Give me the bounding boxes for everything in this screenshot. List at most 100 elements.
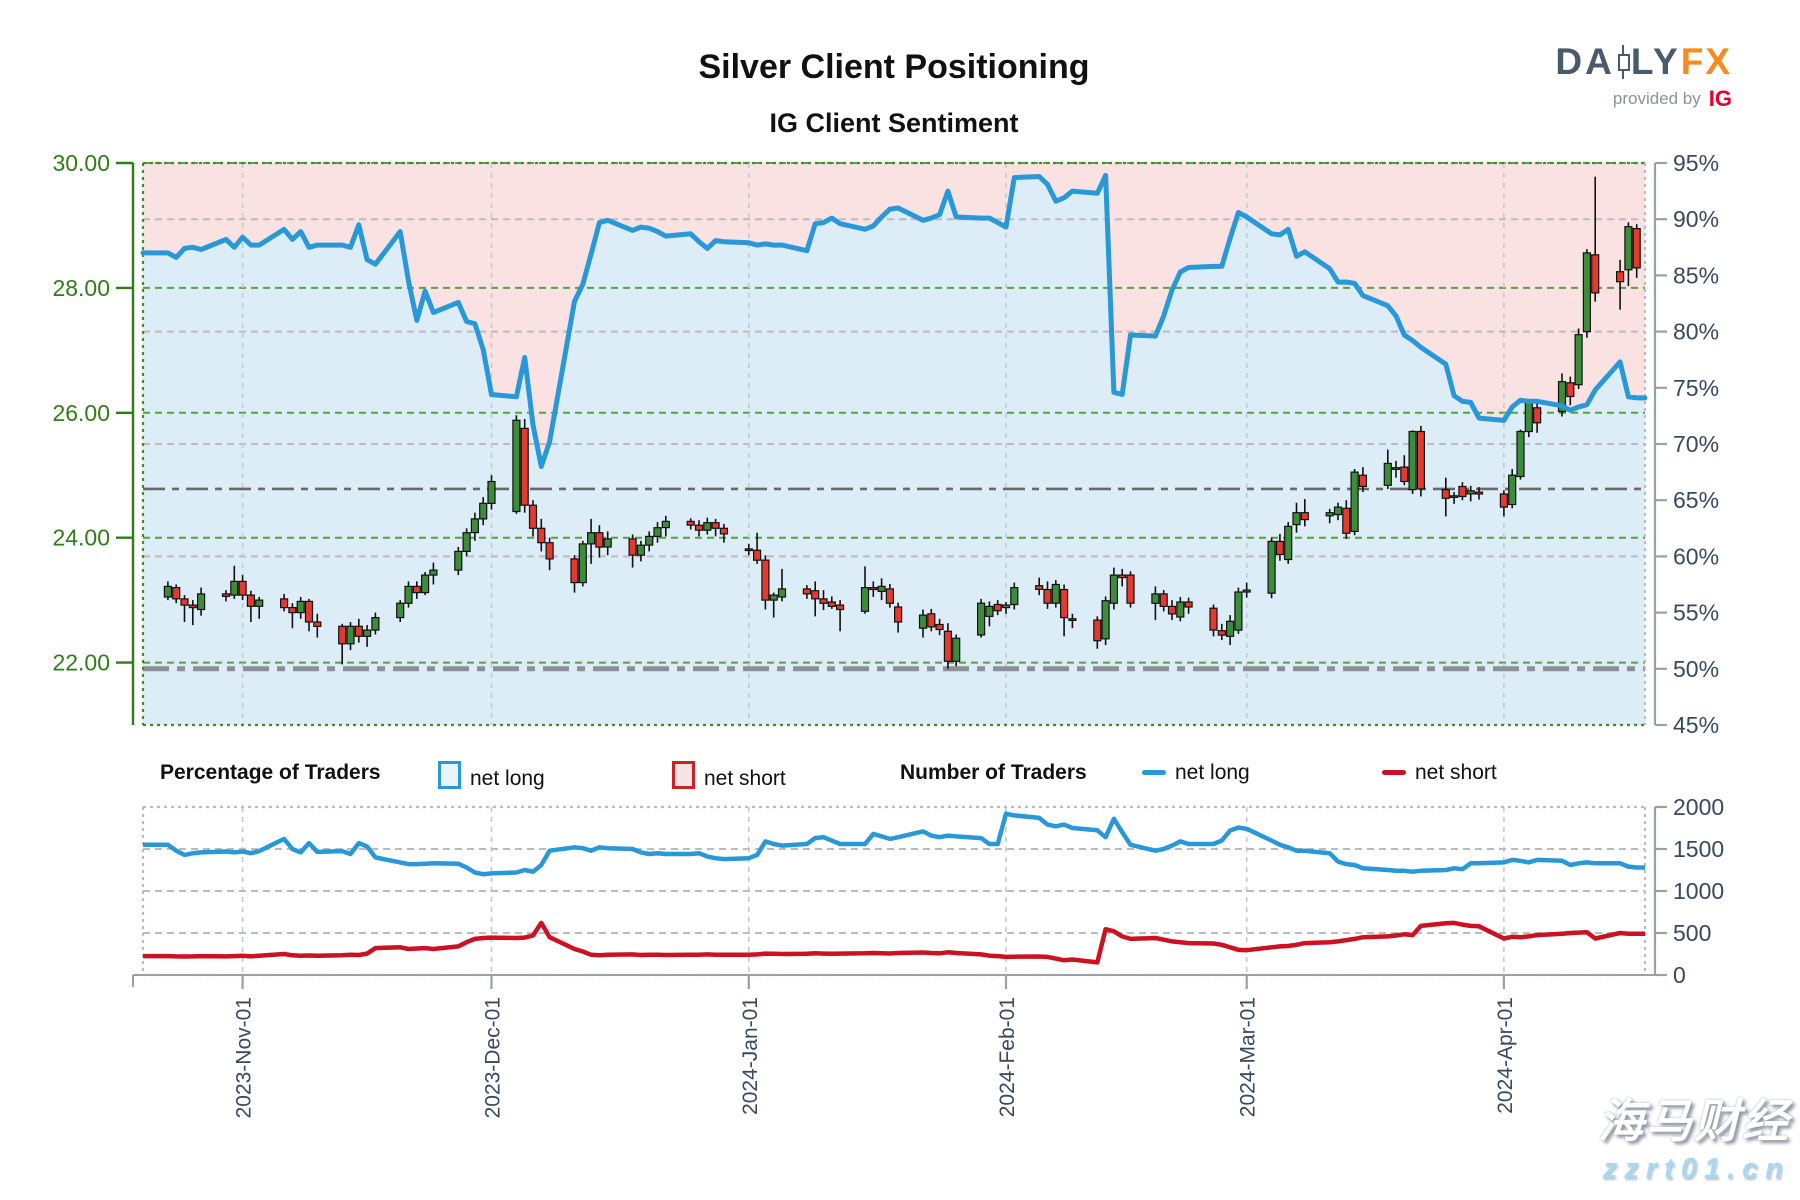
candle [1242,589,1251,593]
candle [645,535,654,546]
legend-num-title: Number of Traders [900,761,1087,784]
candle [1275,540,1285,556]
candle [952,637,961,662]
candle [802,588,812,595]
sentiment-area-short [143,163,1645,467]
candle [528,504,538,529]
candle [1358,474,1368,488]
candle [246,594,255,607]
candle [1466,490,1475,495]
candle [1632,228,1641,269]
legend-pct-title: Percentage of Traders [160,761,381,784]
candle [1342,507,1351,534]
candle [454,550,463,571]
candle [1151,593,1160,604]
candle [396,602,405,619]
candle [744,548,753,552]
logo-daily-text: DA LY [1555,41,1681,82]
candle [404,585,413,604]
svg-text:90%: 90% [1673,206,1719,232]
candle [603,538,612,548]
candle [570,558,579,584]
candle [1524,402,1533,433]
price-axis: 30.00 28.00 26.00 24.00 22.00 [52,150,135,725]
candle [520,427,529,506]
candle [1449,495,1459,498]
candle [338,625,347,645]
candle [255,599,264,607]
svg-text:1000: 1000 [1673,878,1724,904]
netlong-dash-icon [1142,770,1166,775]
candle [976,602,986,636]
candle [1350,471,1359,533]
candle [586,532,596,545]
candle [694,524,704,531]
legend-pct-netlong: net long [438,761,545,791]
svg-text:24.00: 24.00 [52,525,110,551]
legend-num-netshort: net short [1382,761,1497,785]
logo-fx-text: FX [1680,41,1732,82]
svg-text:26.00: 26.00 [52,400,110,426]
svg-text:0: 0 [1673,962,1686,988]
candle [703,522,712,531]
watermark-cn: 海马财经 [1598,1095,1790,1147]
candle [1508,474,1517,506]
chart-subtitle: IG Client Sentiment [769,108,1019,138]
svg-text:95%: 95% [1673,150,1719,176]
candle [1001,604,1011,609]
candle [1217,630,1226,636]
netshort-line [143,920,1645,965]
chart-legend: Percentage of Traders net long net short… [0,757,1800,797]
candle [1184,601,1193,608]
candle [296,600,305,614]
candle [653,527,662,538]
candle [1051,583,1060,604]
svg-text:500: 500 [1673,920,1711,946]
candle [1532,407,1542,424]
candle [1010,586,1019,606]
candle [927,613,936,628]
page-title: Silver Client Positioning [698,48,1090,86]
provided-by-label: provided by [1612,89,1701,108]
svg-text:30.00: 30.00 [52,150,110,176]
netlong-swatch-icon [438,761,461,789]
candle [719,527,729,535]
svg-text:85%: 85% [1673,262,1719,288]
candle [1093,619,1102,642]
watermark: 海马财经 zzrt01.cn [1598,1085,1790,1186]
candle [1474,491,1484,495]
candle [811,590,820,600]
netshort-dash-icon [1382,770,1406,775]
legend-num-netlong: net long [1142,761,1250,785]
svg-text:2000: 2000 [1673,794,1724,820]
candle [545,542,554,560]
candle [479,502,488,520]
candle [1416,430,1426,490]
candle [180,598,189,606]
candle [993,603,1002,612]
netshort-swatch-icon [672,761,695,789]
candle [230,580,239,596]
candle [1574,334,1583,386]
candle [1176,601,1185,618]
svg-text:70%: 70% [1673,431,1719,457]
candle [288,606,297,614]
candle [429,569,438,576]
candle [1225,620,1235,637]
candle [412,585,421,594]
candle [1557,381,1567,413]
candle [1118,574,1127,579]
candle [1267,540,1276,594]
candle [711,522,720,529]
candle [893,606,903,623]
candle [1441,489,1450,499]
svg-text:22.00: 22.00 [52,650,110,676]
netlong-line [143,811,1645,877]
candle [869,586,878,591]
candle [188,604,197,609]
legend-pct-netshort: net short [672,761,786,791]
candle [1059,588,1069,619]
candle [421,574,430,594]
candle [1516,430,1525,478]
